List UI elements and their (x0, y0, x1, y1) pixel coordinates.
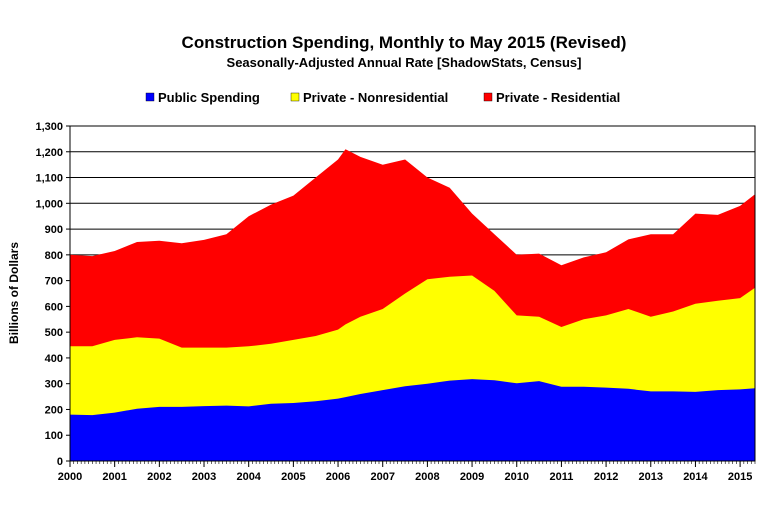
y-tick-label: 400 (45, 353, 63, 365)
x-tick-label: 2008 (415, 471, 439, 483)
x-tick-label: 2006 (326, 471, 350, 483)
x-tick-label: 2001 (102, 471, 126, 483)
chart-title: Construction Spending, Monthly to May 20… (182, 33, 627, 52)
chart-subtitle: Seasonally-Adjusted Annual Rate [ShadowS… (227, 55, 582, 70)
x-tick-label: 2002 (147, 471, 171, 483)
legend-label-private-residential: Private - Residential (496, 90, 620, 105)
y-tick-label: 900 (45, 224, 63, 236)
chart-legend: Public Spending Private - Nonresidential P… (145, 90, 620, 105)
y-axis-title: Billions of Dollars (7, 242, 21, 344)
y-tick-label: 300 (45, 379, 63, 391)
y-tick-label: 0 (57, 456, 63, 468)
x-tick-label: 2010 (504, 471, 528, 483)
x-tick-label: 2013 (639, 471, 663, 483)
legend-label-public-spending: Public Spending (158, 90, 260, 105)
plot-area (70, 149, 755, 461)
y-tick-label: 500 (45, 327, 63, 339)
legend-label-private-nonresidential: Private - Nonresidential (303, 90, 448, 105)
x-tick-label: 2012 (594, 471, 618, 483)
legend-swatch-private-residential (483, 92, 493, 102)
y-tick-label: 800 (45, 250, 63, 262)
y-tick-label: 600 (45, 301, 63, 313)
x-tick-label: 2004 (236, 471, 261, 483)
legend-swatch-private-nonresidential (290, 92, 300, 102)
x-tick-label: 2009 (460, 471, 484, 483)
y-tick-label: 1,300 (35, 121, 63, 133)
x-tick-label: 2011 (549, 471, 573, 483)
x-tick-label: 2003 (192, 471, 216, 483)
y-tick-label: 1,100 (35, 173, 63, 185)
y-tick-label: 200 (45, 404, 63, 416)
y-tick-label: 1,200 (35, 147, 63, 159)
x-tick-label: 2015 (728, 471, 752, 483)
legend-swatch-public-spending (145, 92, 155, 102)
y-tick-label: 100 (45, 430, 63, 442)
area-public-spending (70, 379, 755, 461)
axes: 0 100 200 300 400 500 600 700 800 900 1,000 1,100 1,… (35, 121, 756, 483)
x-tick-label: 2005 (281, 471, 305, 483)
y-tick-label: 700 (45, 276, 63, 288)
x-tick-label: 2007 (370, 471, 394, 483)
y-tick-label: 1,000 (35, 198, 63, 210)
x-tick-label: 2000 (58, 471, 82, 483)
x-tick-label: 2014 (683, 471, 708, 483)
